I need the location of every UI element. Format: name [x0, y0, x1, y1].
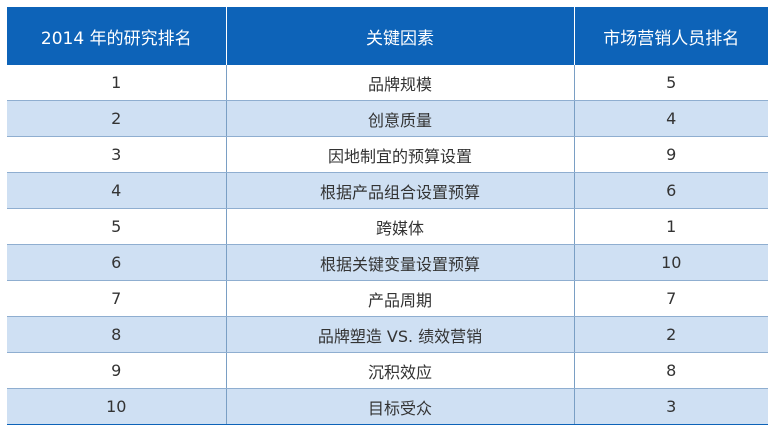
table-row: 1 品牌规模 5 [7, 65, 768, 101]
cell-key-factor: 跨媒体 [226, 208, 575, 245]
table-row: 2 创意质量 4 [7, 100, 768, 137]
cell-marketer-rank: 8 [574, 352, 768, 389]
cell-marketer-rank: 6 [574, 172, 768, 209]
header-key-factor: 关键因素 [226, 7, 575, 65]
table-row: 9 沉积效应 8 [7, 352, 768, 389]
cell-marketer-rank: 10 [574, 244, 768, 281]
table-header: 2014 年的研究排名 关键因素 市场营销人员排名 [7, 7, 768, 65]
table-row: 7 产品周期 7 [7, 280, 768, 317]
cell-research-rank: 6 [7, 244, 227, 281]
cell-research-rank: 8 [7, 316, 227, 353]
cell-research-rank: 3 [7, 136, 227, 173]
cell-marketer-rank: 7 [574, 280, 768, 317]
cell-research-rank: 10 [7, 388, 227, 425]
header-marketer-rank: 市场营销人员排名 [574, 7, 768, 65]
ranking-table: 2014 年的研究排名 关键因素 市场营销人员排名 1 品牌规模 5 2 创意质… [7, 7, 768, 425]
table-row: 10 目标受众 3 [7, 388, 768, 425]
table-row: 3 因地制宜的预算设置 9 [7, 136, 768, 173]
table-row: 5 跨媒体 1 [7, 208, 768, 245]
table-row: 4 根据产品组合设置预算 6 [7, 172, 768, 209]
table-body: 1 品牌规模 5 2 创意质量 4 3 因地制宜的预算设置 9 4 根据产品组合… [7, 65, 768, 425]
cell-marketer-rank: 1 [574, 208, 768, 245]
cell-research-rank: 1 [7, 65, 227, 101]
cell-marketer-rank: 5 [574, 65, 768, 101]
ranking-table-container: 2014 年的研究排名 关键因素 市场营销人员排名 1 品牌规模 5 2 创意质… [7, 7, 768, 425]
cell-marketer-rank: 4 [574, 100, 768, 137]
cell-research-rank: 2 [7, 100, 227, 137]
header-research-rank: 2014 年的研究排名 [7, 7, 227, 65]
cell-key-factor: 品牌塑造 VS. 绩效营销 [226, 316, 575, 353]
cell-research-rank: 9 [7, 352, 227, 389]
cell-key-factor: 根据产品组合设置预算 [226, 172, 575, 209]
cell-key-factor: 因地制宜的预算设置 [226, 136, 575, 173]
cell-research-rank: 7 [7, 280, 227, 317]
cell-key-factor: 产品周期 [226, 280, 575, 317]
cell-marketer-rank: 3 [574, 388, 768, 425]
cell-research-rank: 5 [7, 208, 227, 245]
header-row: 2014 年的研究排名 关键因素 市场营销人员排名 [7, 7, 768, 65]
cell-key-factor: 根据关键变量设置预算 [226, 244, 575, 281]
cell-marketer-rank: 9 [574, 136, 768, 173]
cell-research-rank: 4 [7, 172, 227, 209]
cell-marketer-rank: 2 [574, 316, 768, 353]
cell-key-factor: 沉积效应 [226, 352, 575, 389]
table-row: 8 品牌塑造 VS. 绩效营销 2 [7, 316, 768, 353]
cell-key-factor: 品牌规模 [226, 65, 575, 101]
cell-key-factor: 目标受众 [226, 388, 575, 425]
cell-key-factor: 创意质量 [226, 100, 575, 137]
table-row: 6 根据关键变量设置预算 10 [7, 244, 768, 281]
